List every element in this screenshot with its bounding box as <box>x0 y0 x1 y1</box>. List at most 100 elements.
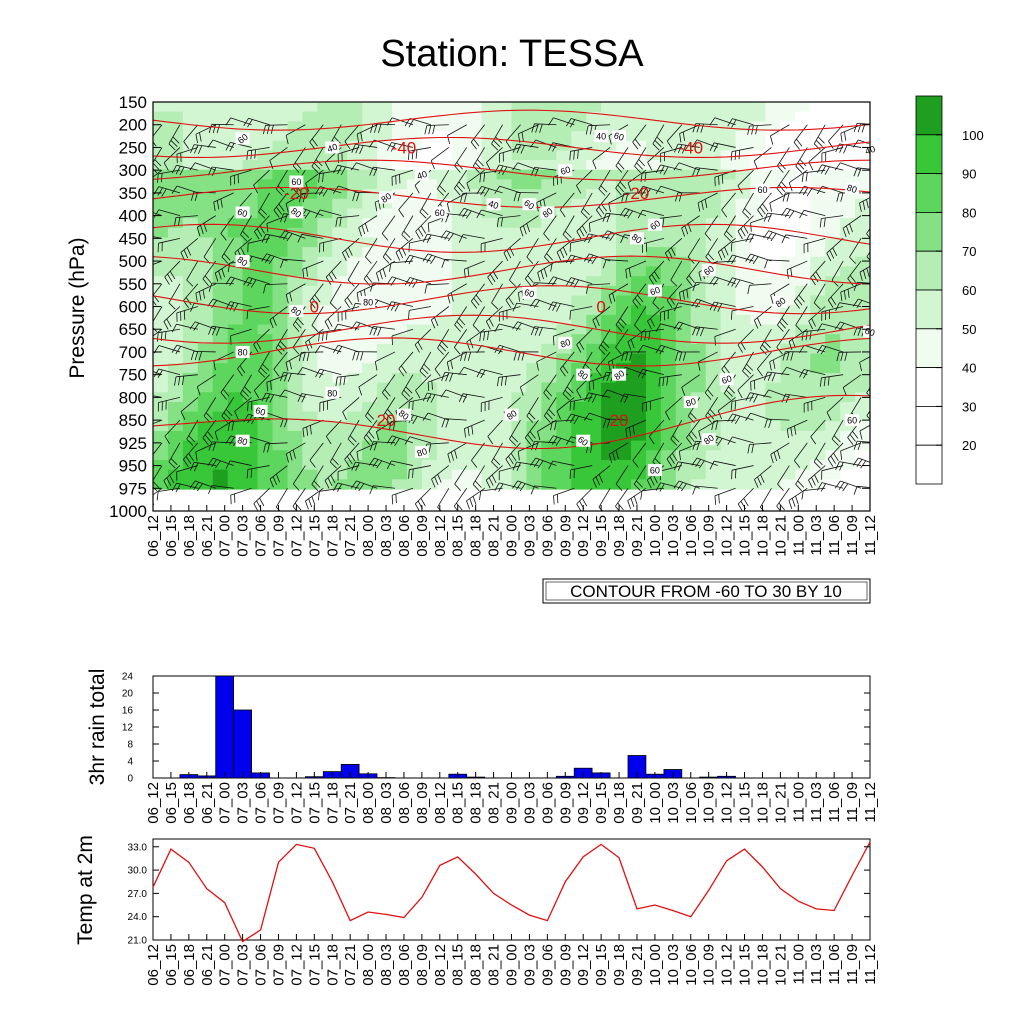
humidity-cell <box>586 198 602 210</box>
wind-barb <box>759 329 772 355</box>
humidity-cell <box>362 160 378 171</box>
humidity-cell <box>421 227 438 239</box>
wind-barb <box>569 237 593 252</box>
humidity-cell <box>780 256 796 268</box>
humidity-cell <box>496 314 513 326</box>
humidity-contour-label: 40 <box>594 130 609 143</box>
rain-time-label: 09_15 <box>593 782 610 824</box>
humidity-cell <box>511 276 528 287</box>
humidity-cell <box>541 169 557 181</box>
humidity-cell <box>167 353 184 364</box>
humidity-cell <box>765 121 781 132</box>
wind-barb <box>480 237 503 253</box>
humidity-cell <box>795 237 811 248</box>
humidity-cell <box>541 469 557 480</box>
humidity-cell <box>466 324 483 335</box>
humidity-cell <box>332 314 348 326</box>
humidity-cell <box>227 363 244 374</box>
humidity-cell <box>466 469 483 480</box>
humidity-cell <box>406 295 423 306</box>
humidity-cell <box>466 266 483 277</box>
humidity-cell <box>287 401 303 413</box>
humidity-cell <box>645 160 662 171</box>
humidity-cell <box>690 169 707 181</box>
humidity-cell <box>257 324 274 335</box>
humidity-cell <box>362 353 378 364</box>
humidity-cell <box>855 111 870 122</box>
humidity-cell <box>675 343 692 355</box>
humidity-cell <box>362 227 378 239</box>
humidity-cell <box>541 411 557 422</box>
wind-barb <box>269 147 288 169</box>
humidity-cell <box>212 372 229 384</box>
humidity-cell <box>377 198 393 210</box>
humidity-cell <box>645 450 662 461</box>
humidity-cell <box>392 392 408 403</box>
humidity-cell <box>855 363 870 374</box>
humidity-cell <box>481 469 498 480</box>
humidity-cell <box>466 382 483 393</box>
wind-barb <box>576 215 593 240</box>
humidity-cell <box>451 208 468 219</box>
humidity-cell <box>212 450 229 461</box>
humidity-cell <box>825 314 841 326</box>
humidity-cell <box>645 266 662 277</box>
humidity-cell <box>377 150 393 161</box>
humidity-cell <box>675 305 692 316</box>
humidity-cell <box>421 140 438 151</box>
wind-barb <box>195 124 216 144</box>
wind-barb <box>674 143 700 154</box>
humidity-cell <box>795 276 811 287</box>
humidity-cell <box>631 450 647 461</box>
humidity-cell <box>406 218 423 229</box>
humidity-cell <box>511 169 528 181</box>
humidity-cell <box>526 479 542 490</box>
wind-barb <box>208 123 234 134</box>
humidity-cell <box>332 295 348 306</box>
humidity-cell <box>317 266 333 277</box>
humidity-cell <box>810 227 826 239</box>
humidity-cell <box>481 121 498 132</box>
temp-time-label: 09_03 <box>521 944 538 986</box>
humidity-cell <box>825 334 841 345</box>
pressure-tick-label: 450 <box>119 229 147 248</box>
temperature-contour-label: 20 <box>377 411 396 430</box>
humidity-cell <box>631 363 647 374</box>
humidity-cell <box>571 150 587 161</box>
rain-time-label: 09_09 <box>557 782 574 824</box>
humidity-cell <box>556 266 572 277</box>
humidity-cell <box>212 334 229 345</box>
humidity-cell <box>377 131 393 142</box>
wind-barb <box>673 162 700 171</box>
humidity-cell <box>705 372 722 384</box>
time-label: 09_06 <box>539 515 556 557</box>
humidity-cell <box>586 372 602 384</box>
humidity-cell <box>556 450 572 461</box>
wind-barb <box>453 328 468 355</box>
humidity-cell <box>720 189 737 200</box>
wind-barb <box>634 147 647 173</box>
wind-barb <box>163 147 181 171</box>
humidity-cell <box>631 479 647 490</box>
humidity-cell <box>406 179 423 190</box>
contour-info-text: CONTOUR FROM -60 TO 30 BY 10 <box>570 582 842 601</box>
humidity-cell <box>362 343 378 355</box>
humidity-cell <box>153 102 169 113</box>
humidity-cell <box>810 189 826 200</box>
humidity-cell <box>660 430 677 442</box>
humidity-cell <box>227 140 244 151</box>
temp-y-label: 21.0 <box>128 936 148 947</box>
wind-barb <box>365 238 378 264</box>
humidity-cell <box>675 363 692 374</box>
humidity-cell <box>556 131 572 142</box>
humidity-cell <box>347 227 363 239</box>
humidity-cell <box>675 247 692 258</box>
humidity-cell <box>466 179 483 190</box>
humidity-cell <box>571 479 587 490</box>
humidity-cell <box>631 392 647 403</box>
wind-barb <box>842 215 862 237</box>
humidity-cell <box>167 440 184 451</box>
humidity-cell <box>765 382 781 393</box>
humidity-cell <box>406 160 423 171</box>
humidity-cell <box>362 247 378 258</box>
